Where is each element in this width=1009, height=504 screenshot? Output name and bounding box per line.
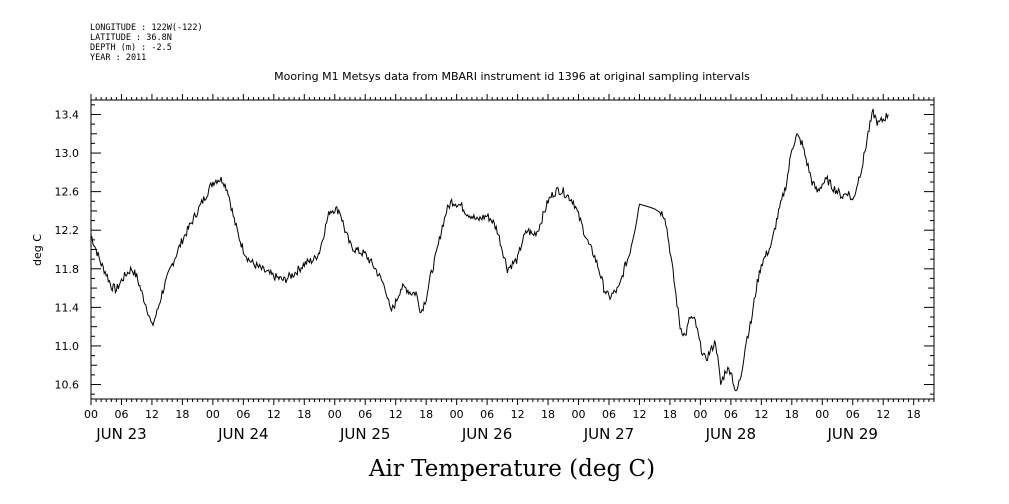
x-tick-label: 18	[541, 408, 555, 421]
x-day-label: JUN 27	[583, 425, 634, 443]
x-tick-label: 00	[84, 408, 98, 421]
x-day-label: JUN 28	[705, 425, 756, 443]
x-tick-label: 00	[206, 408, 220, 421]
x-tick-label: 06	[114, 408, 128, 421]
x-day-label: JUN 24	[217, 425, 268, 443]
x-tick-label: 18	[419, 408, 433, 421]
y-tick-label: 13.0	[55, 147, 80, 160]
y-tick-label: 12.6	[55, 186, 80, 199]
y-tick-label: 10.6	[55, 379, 80, 392]
x-tick-label: 06	[724, 408, 738, 421]
x-day-label: JUN 26	[461, 425, 512, 443]
x-tick-label: 06	[480, 408, 494, 421]
x-day-label: JUN 29	[827, 425, 878, 443]
temperature-series-line	[90, 108, 889, 392]
meta-longitude: LONGITUDE : 122W(-122)	[90, 23, 203, 33]
meta-year: YEAR : 2011	[90, 53, 146, 63]
x-tick-label: 06	[236, 408, 250, 421]
x-tick-label: 12	[267, 408, 281, 421]
x-tick-label: 00	[572, 408, 586, 421]
axis-ticks	[90, 94, 935, 405]
x-day-labels: JUN 23 JUN 24 JUN 25 JUN 26 JUN 27 JUN 28 JUN …	[95, 425, 878, 443]
y-tick-label: 11.4	[55, 301, 80, 314]
y-tick-label: 12.2	[55, 224, 80, 237]
x-tick-label: 18	[297, 408, 311, 421]
x-tick-label: 12	[389, 408, 403, 421]
meta-latitude: LATITUDE : 36.8N	[90, 33, 172, 43]
x-tick-label: 18	[663, 408, 677, 421]
metadata-block: LONGITUDE : 122W(-122) LATITUDE : 36.8N …	[90, 23, 203, 63]
x-day-label: JUN 23	[95, 425, 146, 443]
x-tick-label: 00	[815, 408, 829, 421]
x-tick-label: 18	[785, 408, 799, 421]
y-axis-label: deg C	[31, 234, 44, 266]
x-day-label: JUN 25	[339, 425, 390, 443]
y-tick-label: 11.0	[55, 340, 80, 353]
x-tick-label: 06	[602, 408, 616, 421]
x-tick-label: 18	[907, 408, 921, 421]
x-tick-label: 00	[693, 408, 707, 421]
meta-depth: DEPTH (m) : -2.5	[90, 43, 172, 53]
chart-title: Mooring M1 Metsys data from MBARI instru…	[274, 70, 750, 83]
x-tick-label: 06	[846, 408, 860, 421]
x-tick-label: 12	[511, 408, 525, 421]
x-tick-label: 12	[632, 408, 646, 421]
y-tick-label: 13.4	[55, 108, 80, 121]
x-tick-label: 12	[876, 408, 890, 421]
x-tick-label: 00	[328, 408, 342, 421]
x-tick-label: 18	[175, 408, 189, 421]
x-tick-label: 12	[754, 408, 768, 421]
x-tick-label: 00	[450, 408, 464, 421]
y-tick-label: 11.8	[55, 263, 80, 276]
x-tick-labels: 00 06 12 18 00 06 12 18 00 06 12 18 00 06 12 18 00 06 12 18…	[84, 408, 921, 421]
plot-frame	[90, 99, 935, 400]
x-axis-label: Air Temperature (deg C)	[368, 456, 655, 482]
y-tick-labels: 10.6 11.0 11.4 11.8 12.2 12.6 13.0 13.4	[55, 108, 80, 391]
x-tick-label: 12	[145, 408, 159, 421]
x-tick-label: 06	[358, 408, 372, 421]
